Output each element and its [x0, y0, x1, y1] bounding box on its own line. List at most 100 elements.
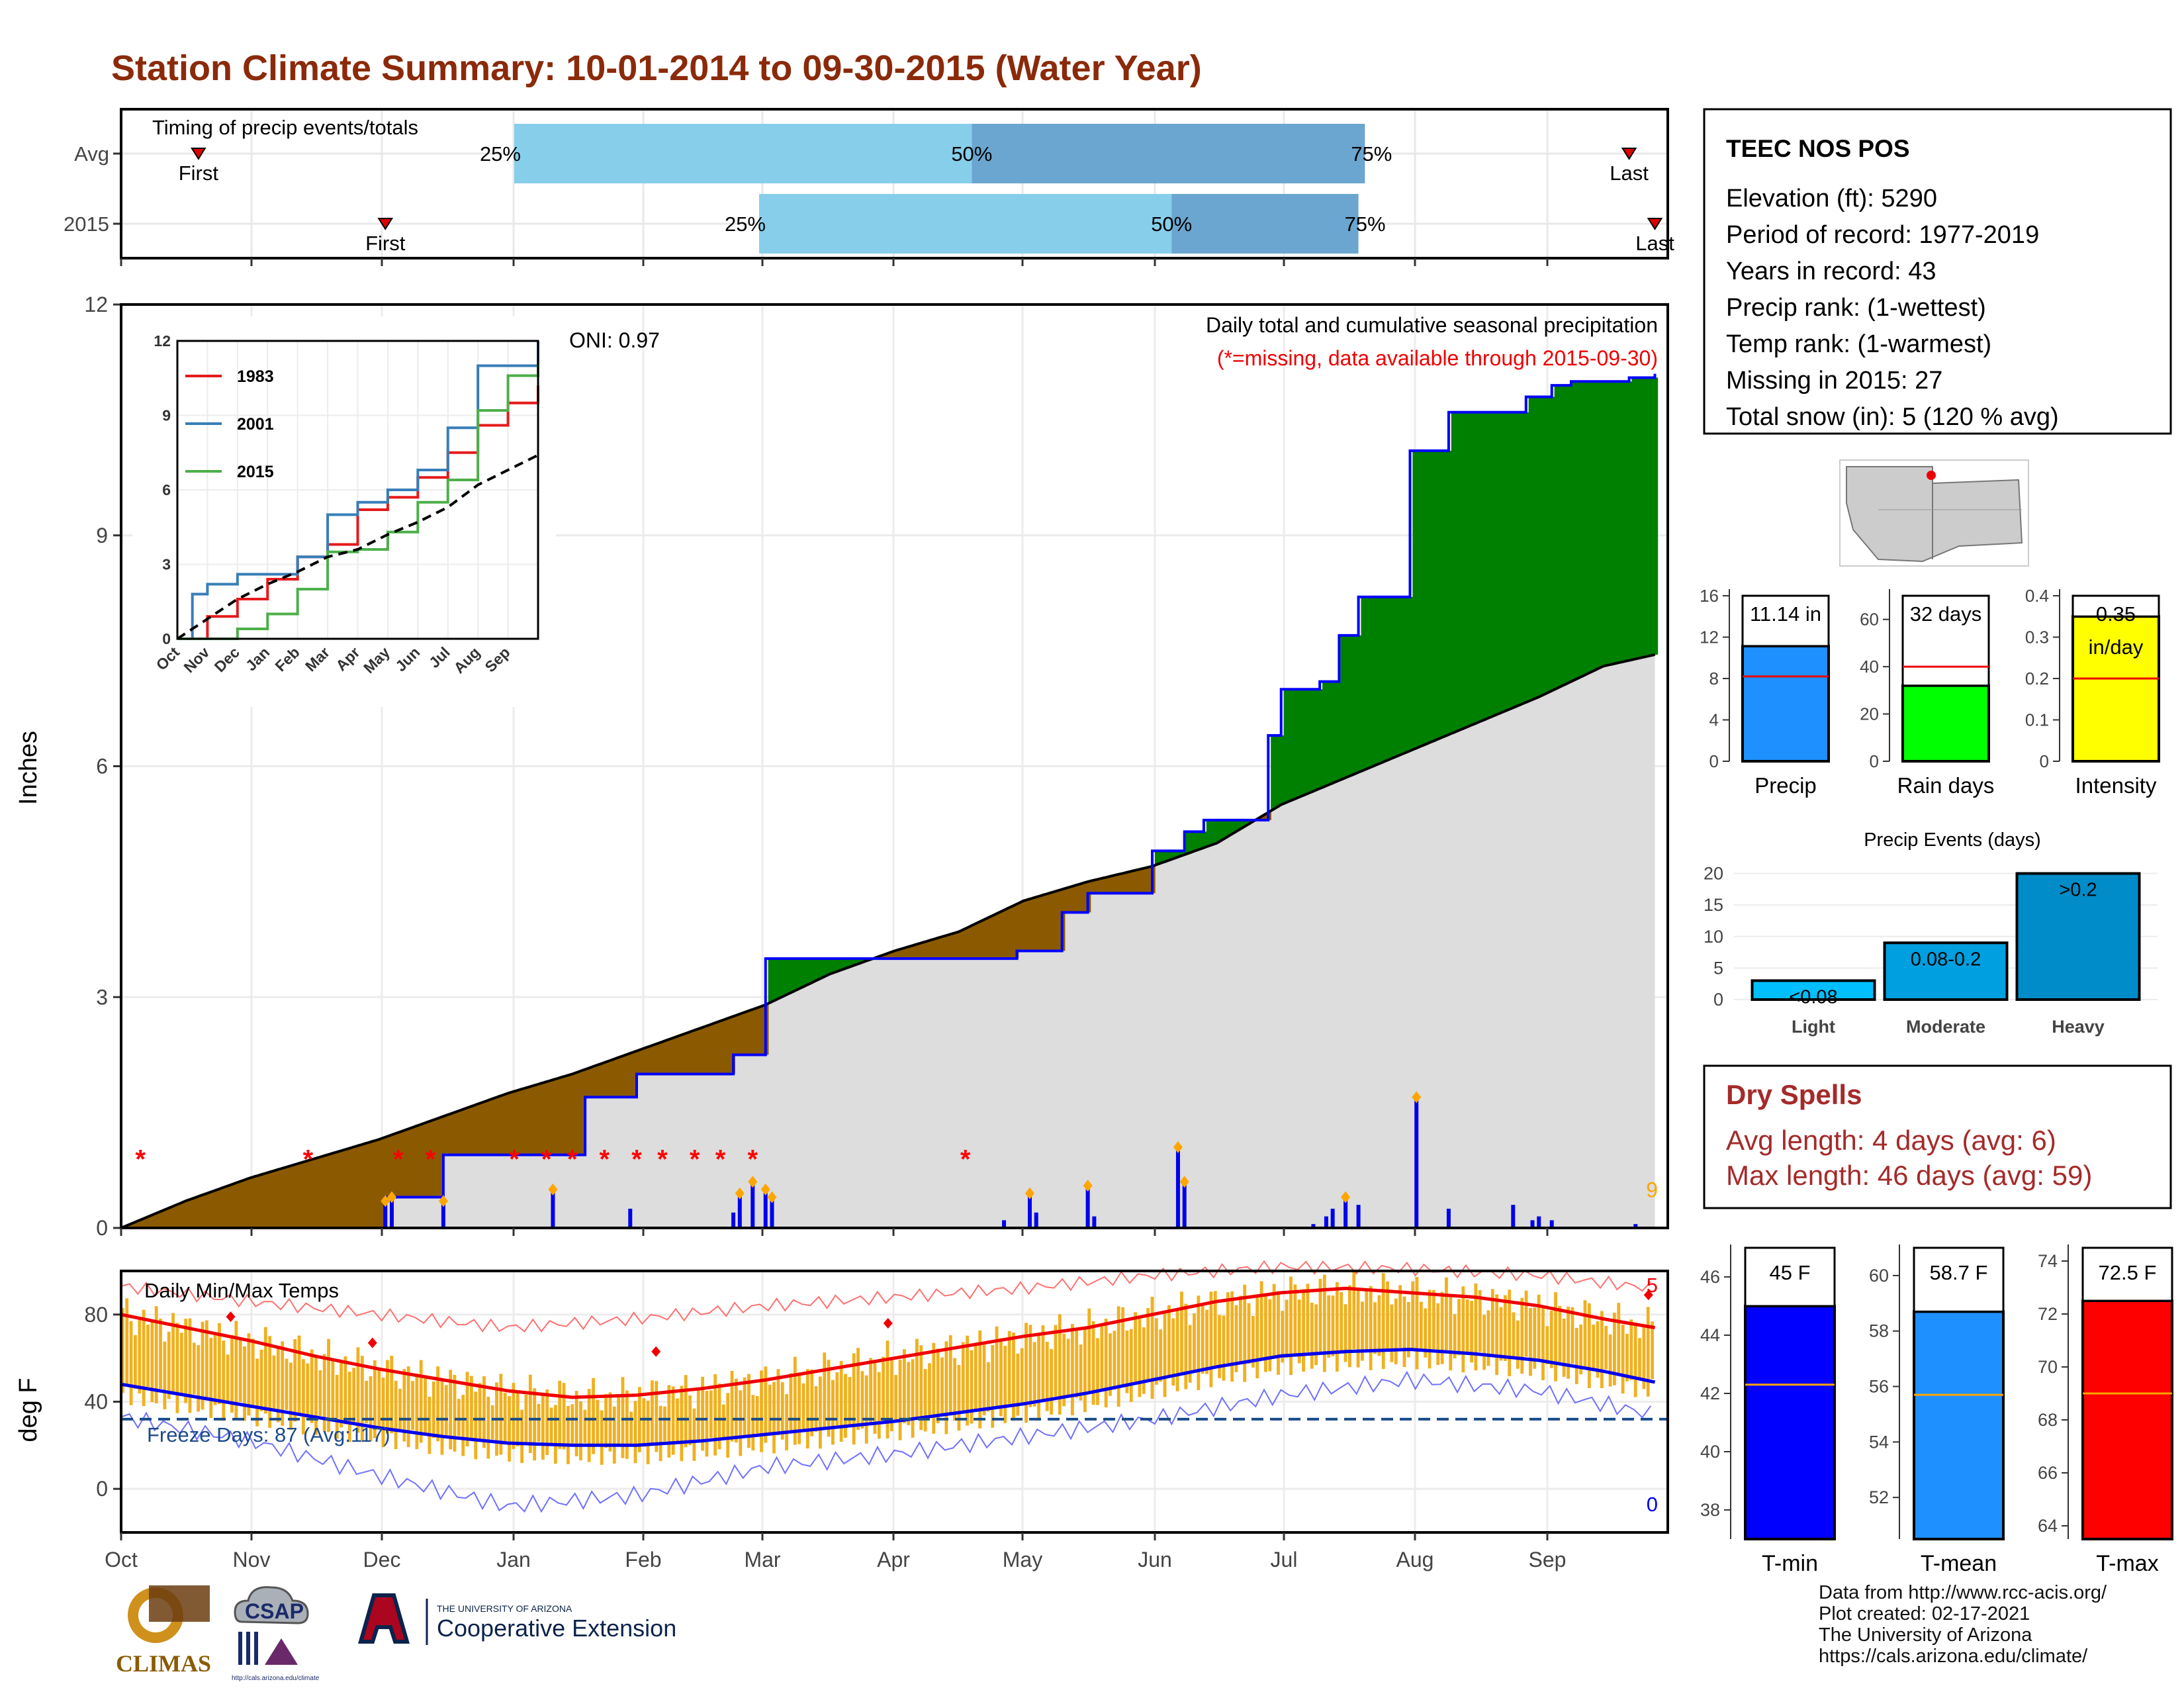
daily-temp-bar	[1188, 1325, 1192, 1383]
daily-temp-bar	[1138, 1319, 1142, 1397]
daily-temp-bar	[751, 1395, 755, 1451]
daily-precip-bar	[1537, 1216, 1541, 1228]
daily-temp-bar	[1617, 1303, 1621, 1373]
deficit-fill	[933, 939, 936, 959]
temp-ytick-label: 40	[84, 1390, 108, 1414]
deficit-fill	[211, 1192, 215, 1228]
deficit-fill	[647, 1047, 651, 1074]
daily-temp-bar	[768, 1384, 772, 1435]
daily-temp-bar	[1226, 1292, 1230, 1364]
daily-temp-bar	[499, 1374, 503, 1455]
month-label: Oct	[105, 1548, 138, 1571]
daily-temp-bar	[512, 1383, 516, 1450]
daily-temp-bar	[285, 1358, 289, 1410]
temp-bar-ytick-label: 70	[2038, 1357, 2058, 1377]
daily-precip-bar	[1549, 1220, 1554, 1228]
daily-temp-bar	[394, 1380, 398, 1450]
deficit-fill	[304, 1162, 308, 1228]
deficit-fill	[935, 938, 939, 959]
deficit-fill	[191, 1199, 194, 1228]
deficit-fill	[920, 943, 924, 959]
surplus-fill	[1508, 412, 1512, 710]
deficit-fill	[623, 1055, 627, 1098]
climas-logo[interactable]: CLIMAS	[116, 1585, 211, 1677]
surplus-fill	[791, 959, 795, 993]
surplus-fill	[1549, 397, 1553, 692]
deficit-fill	[690, 1031, 694, 1074]
surplus-fill	[1505, 412, 1509, 712]
daily-temp-bar	[1419, 1301, 1423, 1352]
surplus-fill	[1211, 820, 1215, 845]
deficit-fill	[502, 1095, 506, 1155]
daily-temp-bar	[570, 1404, 574, 1445]
deficit-fill	[152, 1215, 156, 1228]
daily-temp-bar	[411, 1381, 414, 1430]
daily-precip-bar	[737, 1193, 742, 1228]
surplus-fill	[1240, 820, 1244, 829]
surplus-fill	[801, 959, 805, 988]
surplus-fill	[1366, 596, 1369, 769]
surplus-fill	[1208, 820, 1212, 846]
precip-events-bar-label: >0.2	[2059, 880, 2097, 901]
surplus-fill	[1453, 412, 1457, 733]
deficit-fill	[606, 1062, 609, 1098]
daily-temp-bar	[1037, 1335, 1040, 1421]
deficit-fill	[1128, 871, 1132, 894]
daily-temp-bar	[1356, 1288, 1360, 1368]
temp-bar-ytick-label: 74	[2038, 1251, 2058, 1271]
daily-temp-bar	[1142, 1327, 1146, 1394]
deficit-fill	[306, 1160, 310, 1228]
deficit-fill	[193, 1198, 197, 1228]
ua-logo[interactable]: THE UNIVERSITY OF ARIZONA Cooperative Ex…	[358, 1593, 676, 1645]
deficit-fill	[330, 1154, 334, 1228]
daily-temp-bar	[1638, 1338, 1641, 1379]
surplus-fill	[1206, 820, 1210, 847]
daily-temp-bar	[1545, 1326, 1549, 1364]
daily-temp-bar	[919, 1345, 923, 1430]
deficit-fill	[224, 1187, 228, 1228]
daily-precip-bar	[1633, 1224, 1638, 1228]
surplus-fill	[1422, 450, 1426, 746]
small-bar-value-label: 0.35	[2096, 602, 2136, 626]
temp-bar-ytick-label: 52	[1869, 1487, 1889, 1507]
surplus-fill	[1271, 735, 1274, 811]
surplus-fill	[1399, 596, 1403, 755]
surplus-fill	[1278, 735, 1282, 806]
deficit-fill	[1021, 902, 1024, 951]
surplus-fill	[1345, 635, 1349, 778]
surplus-fill	[1626, 381, 1630, 661]
deficit-fill	[146, 1217, 150, 1228]
daily-precip-bar	[1027, 1193, 1032, 1228]
deficit-fill	[585, 1069, 588, 1098]
daily-temp-bar	[1184, 1303, 1188, 1389]
daily-temp-bar	[465, 1372, 469, 1447]
deficit-fill	[451, 1113, 455, 1155]
daily-temp-bar	[735, 1378, 738, 1443]
surplus-fill	[1490, 412, 1493, 718]
daily-temp-bar	[453, 1375, 457, 1452]
surplus-fill	[1642, 377, 1645, 658]
deficit-fill	[686, 1033, 689, 1074]
daily-temp-bar	[134, 1335, 137, 1389]
daily-temp-bar	[406, 1366, 410, 1448]
daily-temp-bar	[424, 1377, 427, 1434]
deficit-fill	[422, 1123, 426, 1197]
deficit-fill	[688, 1032, 692, 1074]
deficit-fill	[523, 1088, 527, 1155]
precip-events-ytick-label: 0	[1713, 990, 1723, 1009]
daily-temp-bar	[907, 1362, 911, 1425]
csap-logo[interactable]: CSAP http://cals.arizona.edu/climate	[232, 1586, 320, 1682]
daily-precip-marker	[1341, 1191, 1351, 1203]
deficit-fill	[600, 1064, 604, 1098]
missing-marker: *	[426, 1145, 436, 1174]
temp-bar	[1913, 1310, 2005, 1541]
temp-ylabel: deg F	[15, 1378, 42, 1442]
deficit-fill	[1118, 874, 1122, 894]
timing-pct-label: 25%	[725, 212, 766, 236]
deficit-fill	[678, 1036, 682, 1074]
deficit-fill	[964, 929, 968, 959]
deficit-fill	[664, 1041, 668, 1074]
dry-spells-max: Max length: 46 days (avg: 59)	[1726, 1160, 2092, 1191]
daily-temp-bar	[1524, 1290, 1528, 1357]
deficit-fill	[995, 914, 999, 959]
